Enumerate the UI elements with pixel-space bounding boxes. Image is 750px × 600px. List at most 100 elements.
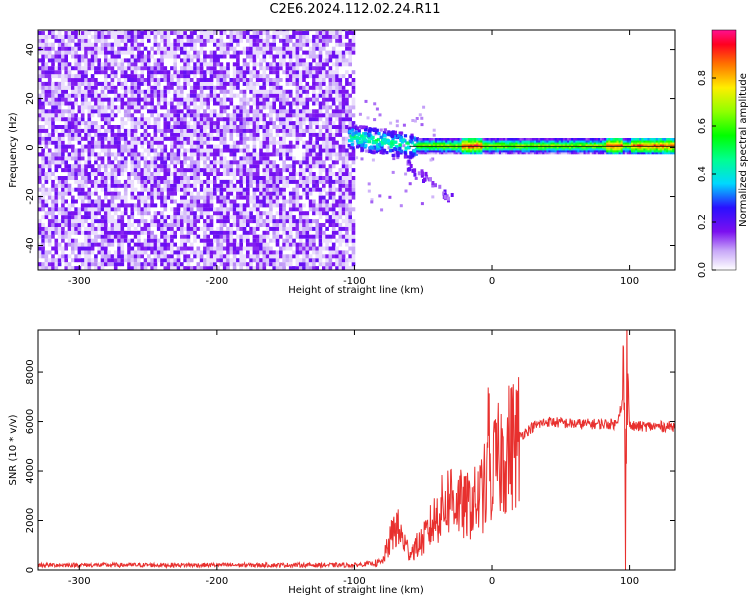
heatmap-cell <box>170 74 174 79</box>
heatmap-cell <box>110 101 115 106</box>
heatmap-cell <box>312 81 316 86</box>
heatmap-cell <box>107 105 111 110</box>
heatmap-cell <box>252 125 257 129</box>
heatmap-cell <box>288 258 293 263</box>
heatmap-cell <box>163 234 168 239</box>
heatmap-cell <box>163 46 168 51</box>
heatmap-cell <box>90 74 95 79</box>
heatmap-cell <box>322 31 326 35</box>
heatmap-cell <box>150 230 154 235</box>
heatmap-cell <box>44 97 49 102</box>
heatmap-cell <box>282 195 286 200</box>
heatmap-cell <box>272 89 276 94</box>
heatmap-cell <box>133 234 138 239</box>
heatmap-cell <box>71 78 75 82</box>
heatmap-cell <box>94 234 98 239</box>
heatmap-cell <box>252 34 257 39</box>
heatmap-cell <box>117 125 121 129</box>
heatmap-cell <box>213 42 217 47</box>
heatmap-cell <box>110 195 115 200</box>
heatmap-cell <box>44 38 49 43</box>
heatmap-cell <box>160 105 164 110</box>
heatmap-cell <box>328 125 333 129</box>
heatmap-cell <box>302 128 306 133</box>
heatmap-cell <box>282 219 286 224</box>
heatmap-cell <box>282 89 286 94</box>
heatmap-cell <box>61 81 65 86</box>
heatmap-cell <box>272 234 276 239</box>
heatmap-cell <box>236 223 240 227</box>
heatmap-cell <box>163 93 168 98</box>
heatmap-cell <box>123 211 128 216</box>
heatmap-cell <box>292 242 296 247</box>
heatmap-cell <box>345 70 349 75</box>
heatmap-cell <box>341 54 346 59</box>
heatmap-cell <box>77 128 82 133</box>
heatmap-cell <box>38 66 42 71</box>
heatmap-cell <box>255 164 260 169</box>
heatmap-cell <box>127 258 131 263</box>
heatmap-cell <box>104 81 108 86</box>
heatmap-cell <box>147 258 151 263</box>
heatmap-cell <box>262 85 267 90</box>
heatmap-cell <box>199 89 204 94</box>
heatmap-cell <box>272 262 276 267</box>
heatmap-cell <box>87 242 92 247</box>
heatmap-cell <box>269 254 273 259</box>
heatmap-cell <box>80 38 85 43</box>
heatmap-cell <box>104 46 108 51</box>
heatmap-cell <box>328 93 333 98</box>
heatmap-cell <box>219 46 224 51</box>
heatmap-cell <box>305 250 310 255</box>
heatmap-cell <box>180 30 184 32</box>
heatmap-cell <box>38 136 42 141</box>
heatmap-cell <box>252 109 257 114</box>
heatmap-cell <box>64 46 68 51</box>
heatmap-cells <box>38 30 675 270</box>
heatmap-cell <box>288 152 293 157</box>
heatmap-cell <box>61 50 65 55</box>
heatmap-cell <box>312 183 316 188</box>
heatmap-cell <box>298 81 303 86</box>
heatmap-cell <box>100 176 105 180</box>
heatmap-cell <box>140 66 144 71</box>
heatmap-cell <box>402 123 406 127</box>
heatmap-cell <box>331 234 336 239</box>
heatmap-cell <box>413 143 417 147</box>
heatmap-cell <box>226 148 230 153</box>
heatmap-cell <box>38 101 42 106</box>
heatmap-cell <box>338 156 343 161</box>
heatmap-cell <box>100 136 105 141</box>
heatmap-cell <box>351 254 356 259</box>
heatmap-cell <box>315 31 319 35</box>
heatmap-cell <box>104 132 108 137</box>
heatmap-cell <box>127 78 131 82</box>
heatmap-cell <box>338 199 343 204</box>
heatmap-cell <box>219 254 224 259</box>
heatmap-cell <box>183 74 187 79</box>
heatmap-cell <box>222 136 227 141</box>
heatmap-cell <box>338 54 343 59</box>
heatmap-cell <box>107 140 111 145</box>
heatmap-cell <box>143 58 148 63</box>
heatmap-cell <box>302 140 306 145</box>
heatmap-cell <box>57 74 62 79</box>
heatmap-cell <box>315 152 319 157</box>
heatmap-cell <box>279 203 283 208</box>
heatmap-cell <box>199 105 204 110</box>
heatmap-cell <box>262 199 267 204</box>
heatmap-cell <box>173 211 177 216</box>
heatmap-cell <box>318 199 323 204</box>
heatmap-cell <box>420 123 424 127</box>
heatmap-cell <box>130 46 135 51</box>
heatmap-cell <box>47 30 52 32</box>
heatmap-cell <box>226 128 230 133</box>
heatmap-cell <box>47 258 52 263</box>
heatmap-cell <box>196 70 201 75</box>
heatmap-cell <box>170 183 174 188</box>
heatmap-cell <box>229 144 234 149</box>
heatmap-cell <box>130 113 135 118</box>
heatmap-cell <box>38 164 42 169</box>
heatmap-cell <box>295 113 300 118</box>
heatmap-cell <box>130 183 135 188</box>
